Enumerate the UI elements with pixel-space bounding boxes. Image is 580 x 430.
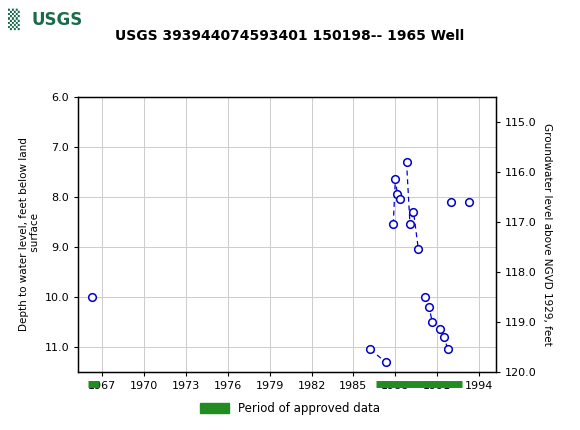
Text: USGS: USGS <box>32 11 83 29</box>
Y-axis label: Groundwater level above NGVD 1929, feet: Groundwater level above NGVD 1929, feet <box>542 123 552 346</box>
Text: ▒: ▒ <box>8 9 19 31</box>
Legend: Period of approved data: Period of approved data <box>195 397 385 420</box>
Y-axis label: Depth to water level, feet below land
 surface: Depth to water level, feet below land su… <box>19 138 41 331</box>
Text: USGS 393944074593401 150198-- 1965 Well: USGS 393944074593401 150198-- 1965 Well <box>115 29 465 43</box>
FancyBboxPatch shape <box>3 2 96 39</box>
